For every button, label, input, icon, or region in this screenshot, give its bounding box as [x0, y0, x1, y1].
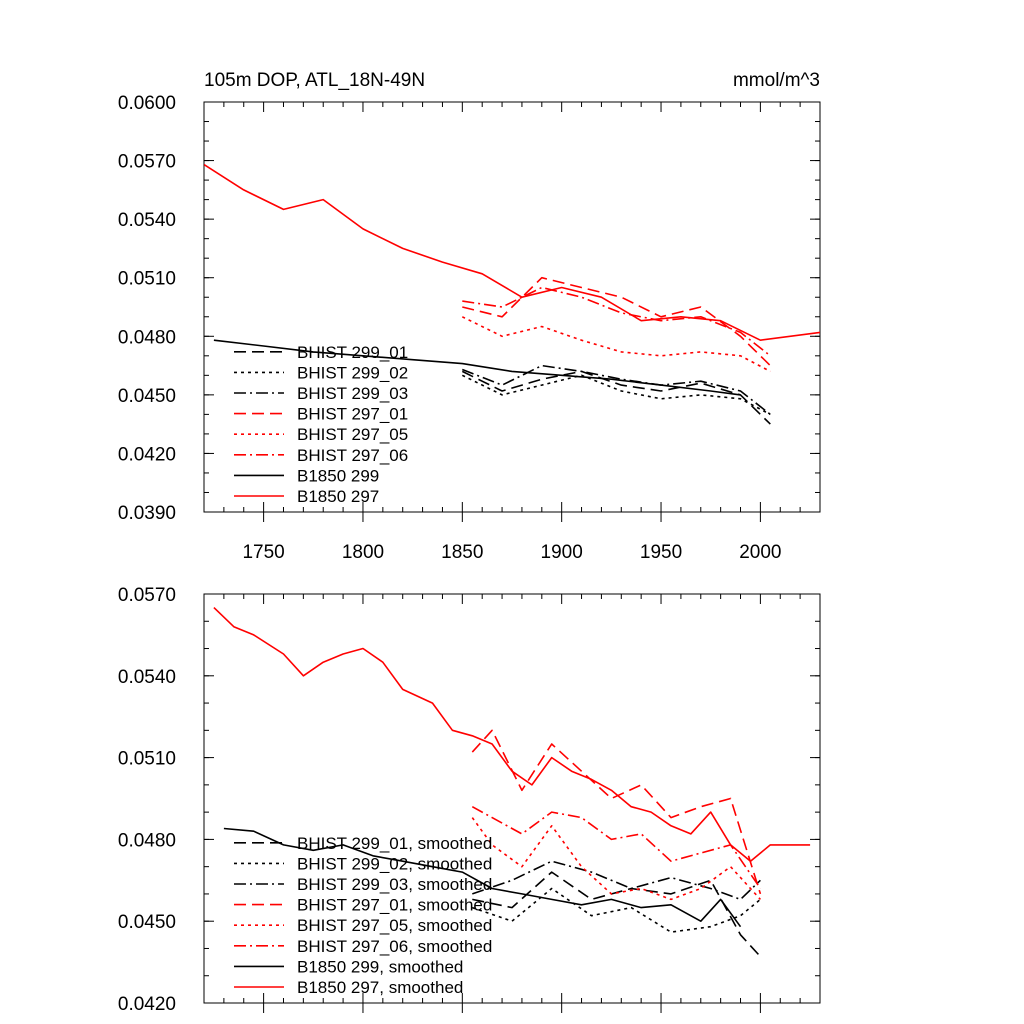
- series-line: [461, 316, 771, 373]
- series-line: [223, 827, 742, 928]
- bottom-plot-area: 0.0420 0.0450 0.0480 0.0510 0.0540 0.0570 BHIS…: [118, 585, 821, 1015]
- legend-label: B1850 297: [297, 487, 379, 506]
- series-line: [204, 163, 820, 342]
- plot-frame: [203, 593, 821, 1004]
- series-line: [472, 887, 761, 933]
- x-tick-label: 1900: [541, 542, 583, 563]
- legend-label: BHIST 299_02: [297, 363, 408, 382]
- y-tick-label: 0.0420: [118, 444, 176, 465]
- legend-label: BHIST 297_06, smoothed: [297, 937, 492, 956]
- x-tick-label: 1850: [441, 542, 483, 563]
- legend-label: B1850 297, smoothed: [297, 978, 463, 997]
- y-tick-label: 0.0540: [118, 667, 176, 688]
- legend-label: BHIST 299_01: [297, 343, 408, 362]
- series-line: [213, 339, 741, 396]
- series-line: [461, 374, 771, 416]
- bottom-panel: 0.0420 0.0450 0.0480 0.0510 0.0540 0.0570 BHIS…: [118, 585, 821, 1015]
- series-line: [471, 729, 762, 895]
- legend-label: BHIST 299_03: [297, 384, 408, 403]
- legend-label: BHIST 299_01, smoothed: [297, 834, 492, 853]
- y-tick-label: 0.0570: [118, 152, 176, 173]
- legend-label: BHIST 297_05, smoothed: [297, 916, 492, 935]
- top-plot-area: 0.0390 0.0420 0.0450 0.0480 0.0510 0.0540 0.05…: [118, 93, 821, 563]
- legend-label: B1850 299: [297, 466, 379, 485]
- series-lines: [204, 163, 820, 425]
- top-panel: 105m DOP, ATL_18N-49N mmol/m^3 0.03900.0…: [118, 70, 821, 563]
- y-tick-label: 0.0570: [118, 585, 176, 606]
- y-tick-label: 0.0600: [118, 93, 176, 114]
- y-tick-label: 0.0510: [118, 269, 176, 290]
- y-tick-label: 0.0480: [118, 327, 176, 348]
- series-lines: [213, 607, 811, 958]
- y-tick-label: 0.0510: [118, 749, 176, 770]
- x-tick-label: 1800: [342, 542, 384, 563]
- series-line: [462, 276, 771, 367]
- x-tick-label: 1950: [640, 542, 682, 563]
- y-tick-label: 0.0390: [118, 503, 176, 524]
- y-tick-label: 0.0480: [118, 830, 176, 851]
- series-line: [213, 607, 811, 863]
- x-tick-label: 2000: [739, 542, 781, 563]
- series-line: [472, 871, 761, 958]
- legend-label: BHIST 297_05: [297, 425, 408, 444]
- chart-title: 105m DOP, ATL_18N-49N: [204, 70, 425, 91]
- y-tick-label: 0.0540: [118, 210, 176, 231]
- y-tick-label: 0.0450: [118, 912, 176, 933]
- x-tick-label: 1750: [242, 542, 284, 563]
- legend-label: BHIST 299_03, smoothed: [297, 875, 492, 894]
- series-line: [472, 860, 761, 901]
- legend-label: B1850 299, smoothed: [297, 957, 463, 976]
- series-line: [471, 805, 762, 889]
- series-line: [461, 370, 771, 425]
- plot-frame: [203, 101, 821, 513]
- series-line: [471, 817, 761, 901]
- legend-label: BHIST 297_01: [297, 405, 408, 424]
- legend-label: BHIST 299_02, smoothed: [297, 854, 492, 873]
- series-line: [462, 286, 771, 357]
- legend-label: BHIST 297_01, smoothed: [297, 896, 492, 915]
- series-line: [462, 364, 771, 416]
- units-label: mmol/m^3: [733, 70, 820, 91]
- y-tick-label: 0.0420: [118, 994, 176, 1015]
- legend-label: BHIST 297_06: [297, 446, 408, 465]
- y-tick-label: 0.0450: [118, 386, 176, 407]
